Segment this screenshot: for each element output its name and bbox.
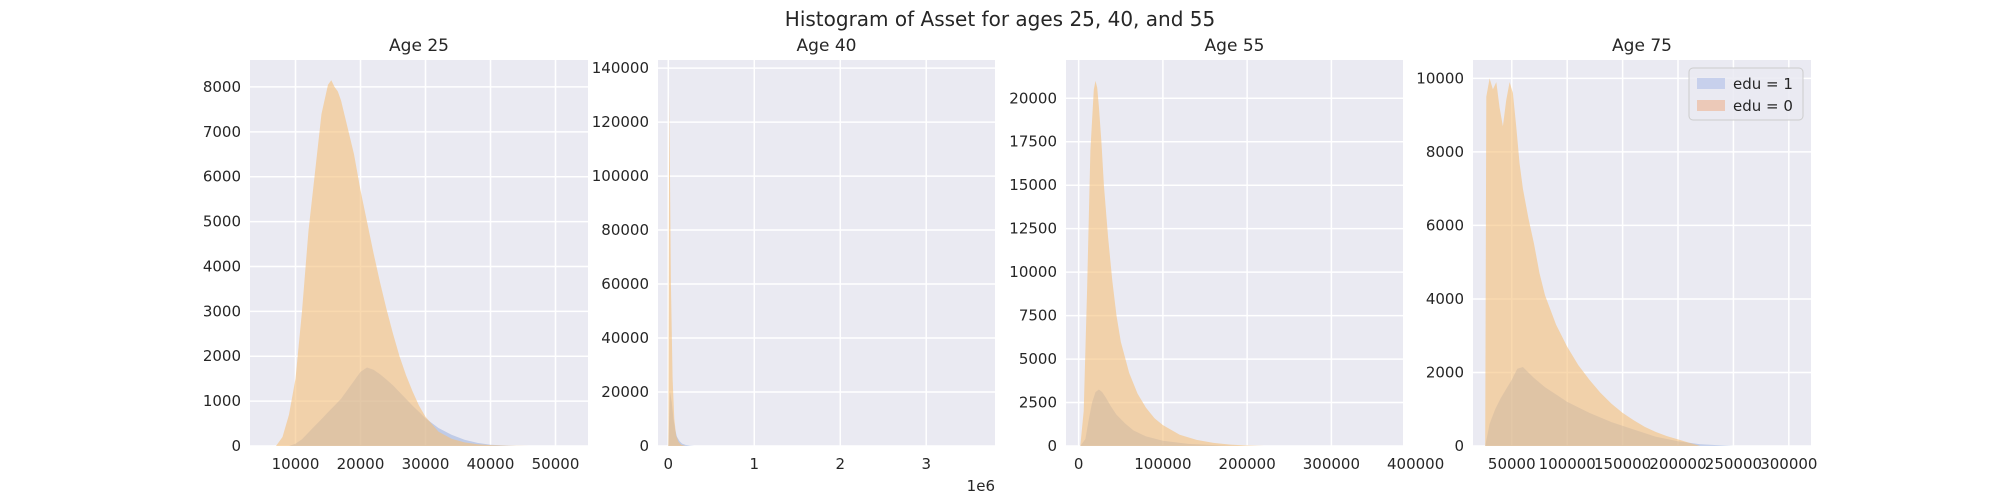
y-tick-label: 60000 (601, 275, 649, 293)
subplot-1: Age 25 10000 20000 30000 40000 50000 0 1000 2000… (203, 36, 588, 473)
histogram-edu-0 (276, 80, 543, 446)
y-tick-label: 100000 (592, 167, 649, 185)
y-tick-label: 3000 (203, 302, 241, 320)
subplot-title: Age 40 (797, 36, 857, 56)
legend-swatch (1697, 78, 1725, 89)
subplot-3: Age 55 0 100000 200000 300000 400000 0 2500 5000… (1009, 36, 1444, 473)
y-tick-label: 2000 (1426, 363, 1464, 381)
y-tick-label: 20000 (1009, 89, 1057, 107)
y-tick-label: 4000 (203, 257, 241, 275)
y-tick-label: 5000 (1019, 350, 1057, 368)
plot-area (658, 60, 995, 446)
y-tick-label: 7000 (203, 123, 241, 141)
y-tick-label: 10000 (1416, 69, 1464, 87)
y-tick-label: 7500 (1019, 307, 1057, 325)
y-tick-label: 140000 (592, 59, 649, 77)
x-tick-label: 150000 (1594, 455, 1651, 473)
legend-label: edu = 0 (1733, 97, 1793, 115)
x-tick-label: 0 (1074, 455, 1084, 473)
y-tick-label: 0 (1454, 437, 1464, 455)
y-tick-label: 120000 (592, 113, 649, 131)
y-tick-label: 4000 (1426, 290, 1464, 308)
subplot-2: Age 40 0 1 2 3 0 20000 40000 60000 80000 100000 120… (592, 36, 995, 495)
y-tick-label: 80000 (601, 221, 649, 239)
x-tick-label: 250000 (1705, 455, 1762, 473)
y-tick-label: 15000 (1009, 176, 1057, 194)
x-tick-label: 300000 (1303, 455, 1360, 473)
y-tick-label: 0 (1047, 437, 1057, 455)
x-tick-label: 100000 (1134, 455, 1191, 473)
y-tick-label: 0 (639, 437, 649, 455)
histogram-edu-0 (1080, 80, 1264, 447)
legend-label: edu = 1 (1733, 75, 1793, 93)
y-tick-label: 8000 (1426, 143, 1464, 161)
x-tick-label: 20000 (337, 455, 385, 473)
x-tick-label: 300000 (1760, 455, 1817, 473)
y-tick-label: 6000 (203, 168, 241, 186)
x-tick-label: 50000 (1488, 455, 1536, 473)
y-tick-label: 12500 (1009, 220, 1057, 238)
x-tick-label: 3 (921, 455, 931, 473)
y-tick-label: 17500 (1009, 133, 1057, 151)
x-tick-label: 2 (835, 455, 845, 473)
legend-swatch (1697, 100, 1725, 111)
figure-title: Histogram of Asset for ages 25, 40, and … (785, 7, 1215, 31)
x-tick-label: 400000 (1387, 455, 1444, 473)
x-tick-label: 10000 (272, 455, 320, 473)
x-tick-label: 30000 (402, 455, 450, 473)
x-tick-label: 1 (750, 455, 760, 473)
y-tick-label: 1000 (203, 392, 241, 410)
x-tick-label: 200000 (1219, 455, 1276, 473)
subplot-title: Age 75 (1612, 36, 1672, 56)
x-offset-label: 1e6 (967, 477, 995, 495)
subplot-title: Age 55 (1205, 36, 1265, 56)
x-tick-label: 100000 (1539, 455, 1596, 473)
y-tick-label: 6000 (1426, 216, 1464, 234)
y-tick-label: 2000 (203, 347, 241, 365)
subplot-title: Age 25 (389, 36, 449, 56)
histogram-edu-0 (1485, 78, 1701, 447)
y-tick-label: 20000 (601, 383, 649, 401)
x-tick-label: 50000 (532, 455, 580, 473)
x-tick-label: 40000 (467, 455, 515, 473)
y-tick-label: 10000 (1009, 263, 1057, 281)
y-tick-label: 40000 (601, 329, 649, 347)
y-tick-label: 8000 (203, 78, 241, 96)
histogram-edu-0 (668, 92, 686, 447)
y-tick-label: 0 (231, 437, 241, 455)
x-tick-label: 0 (664, 455, 674, 473)
y-tick-label: 5000 (203, 213, 241, 231)
legend: edu = 1 edu = 0 (1688, 67, 1804, 121)
x-tick-label: 200000 (1649, 455, 1706, 473)
y-tick-label: 2500 (1019, 394, 1057, 412)
